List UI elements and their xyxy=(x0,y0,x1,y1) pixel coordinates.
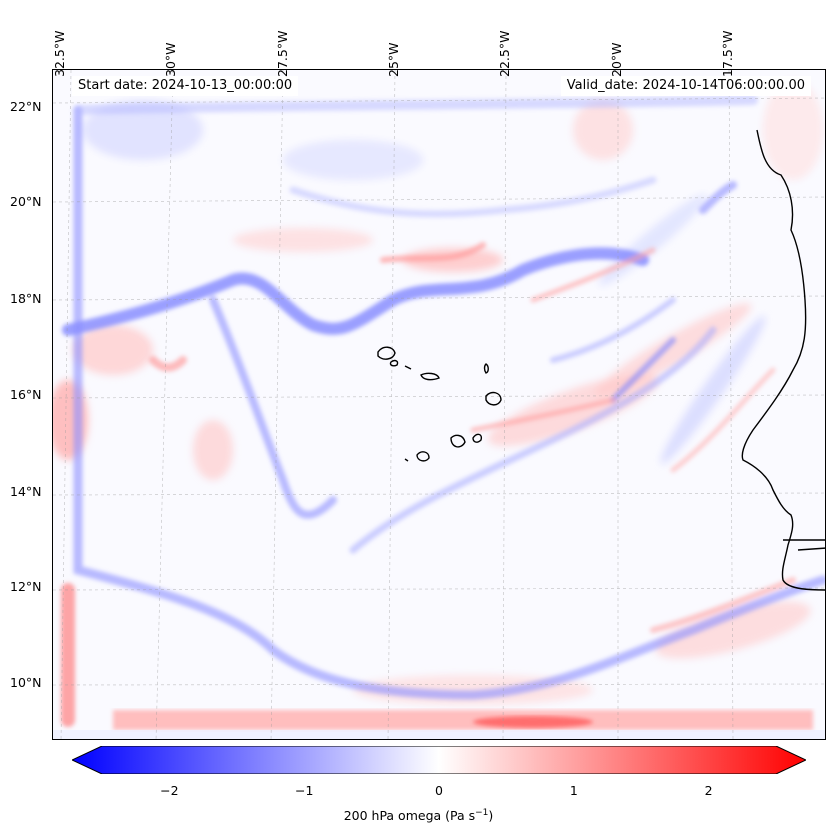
island xyxy=(472,433,483,443)
island xyxy=(404,365,412,370)
island xyxy=(420,372,440,381)
island xyxy=(389,359,399,367)
colorbar-tick-label: 2 xyxy=(704,783,713,798)
graticule xyxy=(53,70,825,739)
lon-label: 25°W xyxy=(386,42,401,77)
boundary-strip xyxy=(113,710,813,730)
island xyxy=(485,391,502,406)
island xyxy=(450,434,466,448)
lat-label: 14°N xyxy=(10,484,42,499)
omega-field-map xyxy=(53,70,825,739)
island xyxy=(483,363,489,374)
lat-label: 18°N xyxy=(10,291,42,306)
lat-label: 12°N xyxy=(10,579,42,594)
colorbar-tick-label: 1 xyxy=(569,783,578,798)
valid-date-label: Valid_date: 2024-10-14T06:00:00.00 xyxy=(560,76,811,96)
start-date-label: Start date: 2024-10-13_00:00:00 xyxy=(72,76,299,96)
colorbar-tick-label: 0 xyxy=(435,783,443,798)
africa-coastline xyxy=(741,129,825,591)
colorbar-tick-label: −1 xyxy=(294,783,314,798)
omega-bands xyxy=(61,95,825,727)
map-panel xyxy=(52,69,826,740)
lon-label: 20°W xyxy=(609,42,624,77)
colorbar-tick-label: −2 xyxy=(160,783,179,798)
lon-label: 22.5°W xyxy=(497,30,512,77)
lon-label: 27.5°W xyxy=(275,30,290,77)
island xyxy=(404,458,409,462)
island xyxy=(416,451,430,462)
island xyxy=(377,346,396,360)
lat-label: 16°N xyxy=(10,387,42,402)
lat-label: 22°N xyxy=(10,99,42,114)
lat-label: 10°N xyxy=(10,675,42,690)
coastlines xyxy=(377,129,825,591)
lat-label: 20°N xyxy=(10,194,42,209)
lon-label: 30°W xyxy=(163,42,178,77)
colorbar-label: 200 hPa omega (Pa s−1) xyxy=(343,808,494,824)
lon-label: 32.5°W xyxy=(52,30,67,77)
colorbar xyxy=(72,746,806,774)
lon-label: 17.5°W xyxy=(720,30,735,77)
